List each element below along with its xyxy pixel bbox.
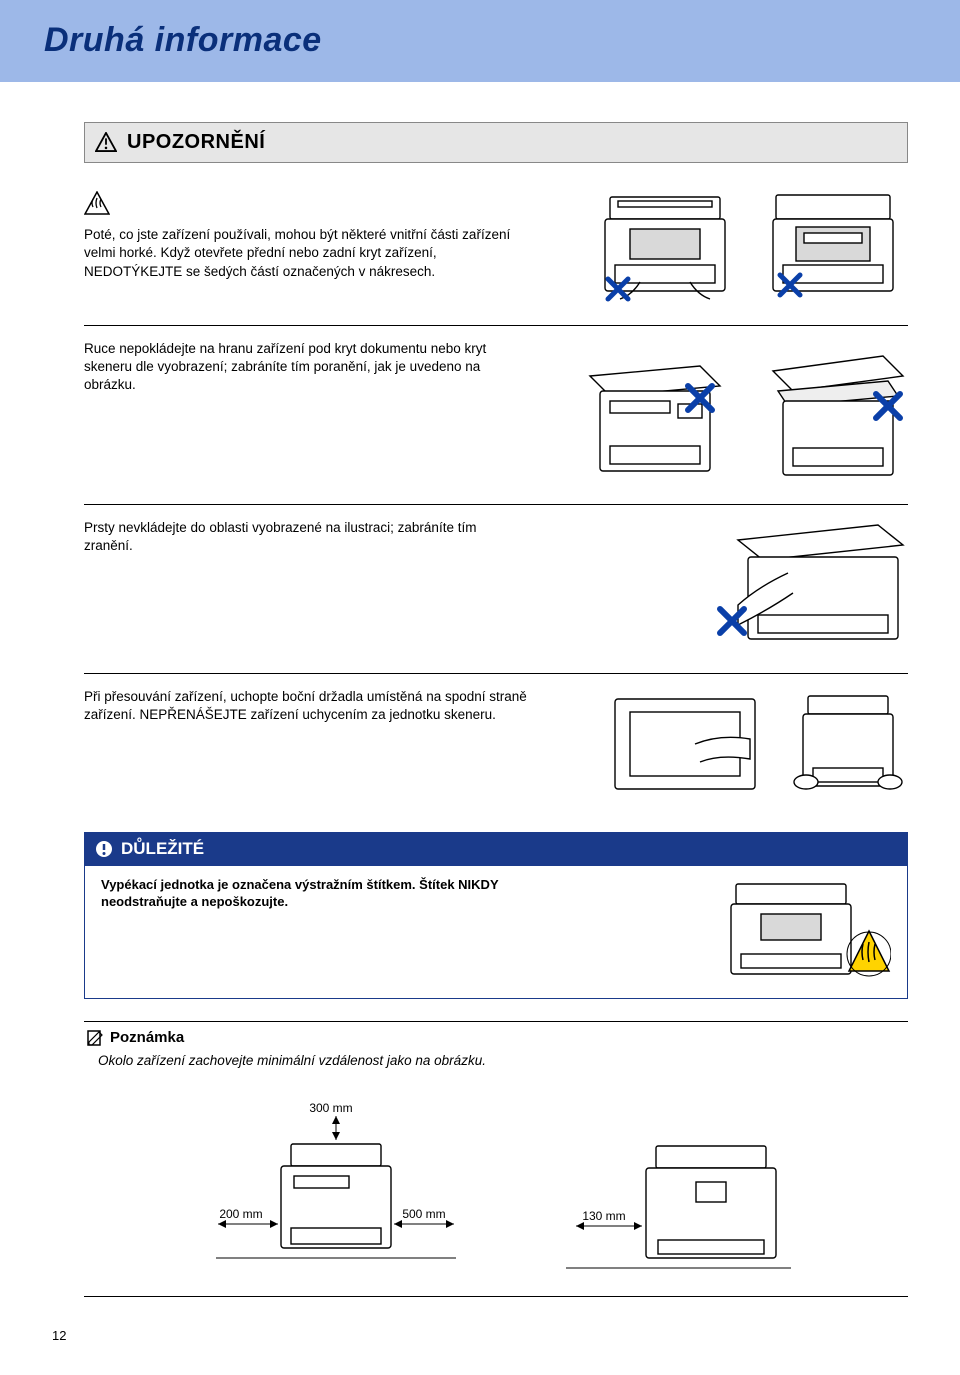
note-block: Poznámka Okolo zařízení zachovejte minim… — [84, 1021, 908, 1297]
page-title: Druhá informace — [44, 18, 960, 64]
warning-figs-1 — [547, 187, 908, 307]
dim-left: 200 mm — [219, 1207, 262, 1221]
warning-text-2: Ruce nepokládejte na hranu zařízení pod … — [84, 336, 529, 486]
note-text: Okolo zařízení zachovejte minimální vzdá… — [84, 1052, 908, 1080]
warning-row-1: Poté, co jste zařízení používali, mohou … — [84, 177, 908, 325]
warning-text-3: Prsty nevkládejte do oblasti vyobrazené … — [84, 515, 529, 655]
note-icon — [86, 1029, 104, 1047]
printer-carry-correct-icon — [788, 684, 908, 804]
dim-top: 300 mm — [309, 1101, 352, 1115]
warning-row-4: Při přesouvání zařízení, uchopte boční d… — [84, 673, 908, 822]
warning-text-1-body: Poté, co jste zařízení používali, mohou … — [84, 226, 529, 281]
warning-row-3: Prsty nevkládejte do oblasti vyobrazené … — [84, 504, 908, 673]
printer-scanner-cover-icon — [748, 336, 908, 486]
printer-doc-cover-icon — [570, 336, 730, 486]
printer-fuser-label-icon — [721, 876, 891, 986]
note-header: Poznámka — [84, 1022, 908, 1052]
manual-page: Druhá informace UPOZORNĚNÍ Poté, co js — [0, 0, 960, 1375]
dim-right: 500 mm — [402, 1207, 445, 1221]
title-banner: Druhá informace — [0, 0, 960, 82]
printer-pinch-point-icon — [698, 515, 908, 655]
clearance-front-icon: 300 mm 200 mm 500 mm — [186, 1098, 486, 1288]
warning-text-4: Při přesouvání zařízení, uchopte boční d… — [84, 684, 529, 804]
note-heading: Poznámka — [110, 1028, 184, 1048]
important-text: Vypékací jednotka je označena výstražním… — [101, 876, 512, 986]
warning-triangle-icon — [95, 132, 117, 152]
printer-front-open-icon — [590, 187, 740, 307]
warning-heading: UPOZORNĚNÍ — [127, 129, 265, 156]
clearance-side-icon: 130 mm — [546, 1118, 806, 1288]
important-body: Vypékací jednotka je označena výstražním… — [85, 866, 907, 990]
important-icon — [95, 840, 113, 858]
warning-figs-2 — [547, 336, 908, 486]
warning-header: UPOZORNĚNÍ — [84, 122, 908, 163]
hot-surface-icon — [84, 191, 110, 220]
important-callout: DŮLEŽITÉ Vypékací jednotka je označena v… — [84, 832, 908, 999]
warning-figs-4 — [547, 684, 908, 804]
printer-rear-open-icon — [758, 187, 908, 307]
warning-row-2: Ruce nepokládejte na hranu zařízení pod … — [84, 325, 908, 504]
printer-carry-wrong-icon — [600, 684, 770, 804]
warning-figs-3 — [547, 515, 908, 655]
important-header: DŮLEŽITÉ — [85, 833, 907, 866]
warning-text-1: Poté, co jste zařízení používali, mohou … — [84, 187, 529, 307]
clearance-diagram: 300 mm 200 mm 500 mm — [84, 1098, 908, 1288]
content-area: UPOZORNĚNÍ Poté, co jste zařízení použív… — [0, 122, 960, 1297]
page-number: 12 — [0, 1297, 960, 1345]
important-heading: DŮLEŽITÉ — [121, 838, 204, 861]
dim-side: 130 mm — [582, 1209, 625, 1223]
